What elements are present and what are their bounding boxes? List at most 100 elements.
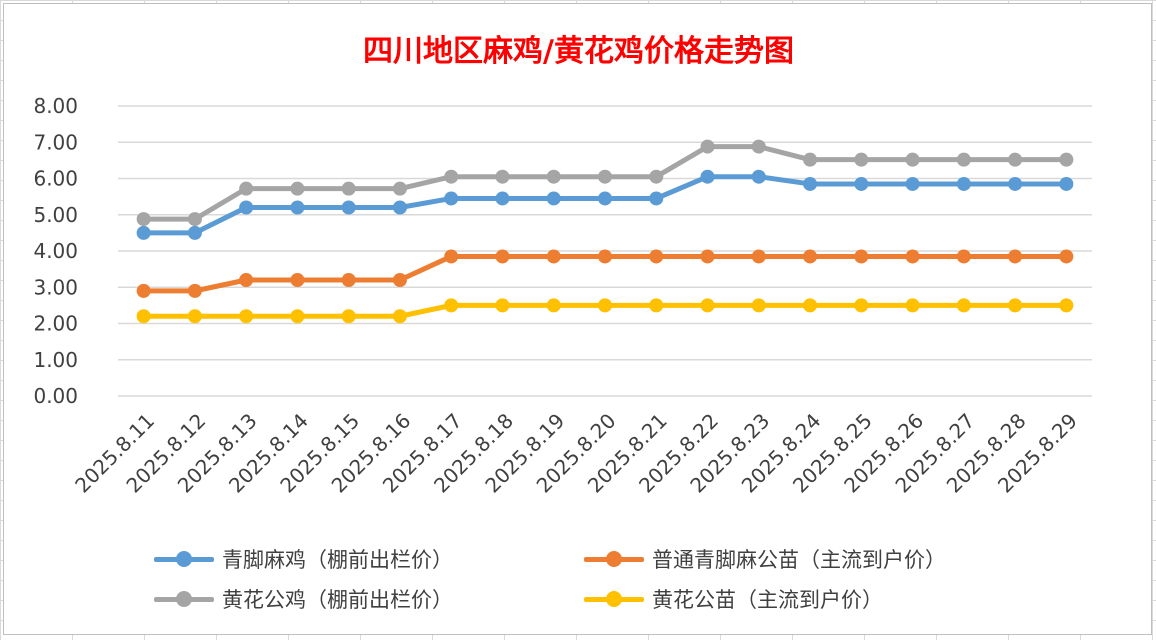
series-2-point [803,152,818,167]
legend-label: 黄花公鸡（棚前出栏价） [222,588,453,612]
legend-item-series-2: 黄花公鸡（棚前出栏价） [154,584,453,614]
y-tick-label: 7.00 [33,130,78,154]
series-0-point [136,225,151,240]
series-1-point [598,249,612,264]
series-0-point [239,200,254,215]
series-3-point [495,298,510,313]
series-1-point [392,273,407,287]
series-2-point [1008,152,1023,167]
series-3-point [598,298,612,313]
series-3-point [392,309,407,324]
y-tick-label: 5.00 [33,203,78,227]
y-tick-label: 0.00 [33,384,78,408]
series-2-point [444,169,459,184]
series-0-point [751,169,766,184]
series-1-point [239,273,254,287]
series-1-point [956,249,971,264]
series-0-point [290,200,305,215]
series-3-point [239,309,254,324]
legend: 青脚麻鸡（棚前出栏价） 普通青脚麻公苗（主流到户价） 黄花公鸡（棚前出栏价） 黄… [154,542,1054,622]
series-0-point [598,191,612,206]
series-0-point [546,191,561,206]
series-3-point [751,298,766,313]
series-3-point [803,298,818,313]
series-3-point [854,298,869,313]
series-2-point [187,212,202,227]
series-2-point [956,152,971,167]
series-0-point [187,225,202,240]
series-0-point [1059,176,1074,191]
plot-area: 0.001.002.003.004.005.006.007.008.002025… [33,94,1092,498]
series-2-point [854,152,869,167]
series-2-point [136,212,151,227]
series-0-point [700,169,715,184]
series-3-point [444,298,459,313]
series-1-point [546,249,561,264]
series-1-point [136,283,151,298]
series-3-point [187,309,202,324]
series-0-point [649,191,664,206]
legend-swatch-icon [154,584,214,614]
series-1-point [187,283,202,298]
chart-area[interactable]: 四川地区麻鸡/黄花鸡价格走势图 0.00 1.00 2.00 3.00 4.00 5.00… [3,3,1152,635]
series-1-point [444,249,459,264]
y-tick-label: 1.00 [33,348,78,372]
series-1-point [495,249,510,264]
series-0-point [803,176,818,191]
series-1-point [905,249,920,264]
chart-title: 四川地区麻鸡/黄花鸡价格走势图 [363,34,794,69]
legend-item-series-0: 青脚麻鸡（棚前出栏价） [154,544,453,574]
series-0-point [444,191,459,206]
series-3-point [956,298,971,313]
series-3-point [700,298,715,313]
series-3-point [1059,298,1074,313]
y-tick-label: 3.00 [33,275,78,299]
series-0-point [341,200,356,215]
series-3-point [546,298,561,313]
legend-swatch-icon [154,544,214,574]
series-2-point [649,169,664,184]
legend-label: 青脚麻鸡（棚前出栏价） [222,548,453,572]
legend-label: 黄花公苗（主流到户价） [652,588,883,612]
series-1-point [700,249,715,264]
series-1-point [290,273,305,287]
series-3-point [341,309,356,324]
series-2-point [239,181,254,196]
series-0-point [392,200,407,215]
series-0-point [1008,176,1023,191]
series-1-point [803,249,818,264]
series-2-point [392,181,407,196]
legend-item-series-3: 黄花公苗（主流到户价） [584,584,883,614]
series-2-point [751,139,766,154]
y-tick-label: 8.00 [33,94,78,118]
series-1-point [1059,249,1074,264]
series-1-point [854,249,869,264]
series-0-point [956,176,971,191]
series-1-point [649,249,664,264]
legend-item-series-1: 普通青脚麻公苗（主流到户价） [584,544,946,574]
series-3-point [905,298,920,313]
series-3-point [649,298,664,313]
series-0-point [854,176,869,191]
series-0-point [905,176,920,191]
y-tick-label: 2.00 [33,312,78,336]
series-2-point [905,152,920,167]
series-1-point [1008,249,1023,264]
series-3-point [136,309,151,324]
series-2-point [495,169,510,184]
series-2-point [700,139,715,154]
legend-swatch-icon [584,544,644,574]
y-tick-label: 6.00 [33,167,78,191]
series-1-point [341,273,356,287]
series-1-point [751,249,766,264]
y-tick-label: 4.00 [33,239,78,263]
series-2-point [598,169,612,184]
series-2-point [341,181,356,196]
series-2-point [1059,152,1074,167]
legend-swatch-icon [584,584,644,614]
series-2-point [290,181,305,196]
legend-label: 普通青脚麻公苗（主流到户价） [652,548,946,572]
series-3-point [290,309,305,324]
series-2-point [546,169,561,184]
series-0-point [495,191,510,206]
